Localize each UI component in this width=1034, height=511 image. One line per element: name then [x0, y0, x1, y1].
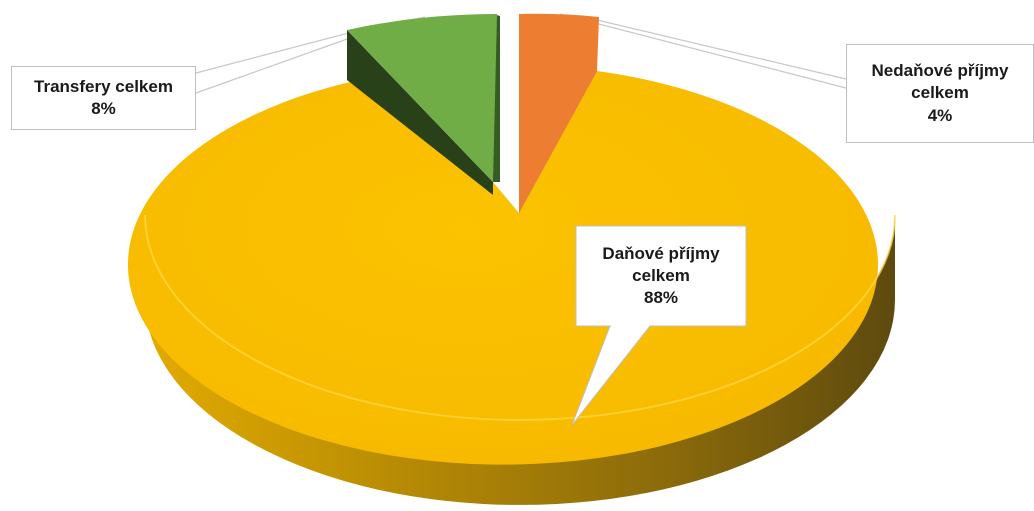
- data-label-nedanove: Nedaňové příjmy celkem 4%: [846, 44, 1034, 143]
- slice-nedanove: [519, 13, 599, 213]
- data-label-text-2: celkem: [632, 265, 690, 285]
- slice-danove: [127, 71, 878, 465]
- data-label-text: Nedaňové příjmy: [871, 61, 1009, 81]
- data-label-text: Transfery celkem: [34, 76, 173, 96]
- slice-side-transfery: [347, 30, 493, 195]
- data-label-percent: 4%: [927, 105, 953, 125]
- data-label-percent: 8%: [91, 99, 116, 118]
- callout-box-danove: [575, 225, 747, 327]
- slice-transfery: [347, 14, 497, 182]
- slice-danove-rim: [144, 214, 896, 421]
- leader-line-nedanove: [579, 15, 847, 80]
- data-label-percent: 88%: [643, 288, 679, 308]
- leader-line-transfery-2: [195, 37, 351, 94]
- data-label-transfery: Transfery celkem 8%: [11, 66, 196, 130]
- data-label-danove: Daňové příjmy celkem 88%: [576, 226, 746, 326]
- leader-line-nedanove-2: [559, 13, 847, 89]
- data-label-text-2: celkem: [911, 83, 969, 103]
- data-label-text: Daňové příjmy: [602, 243, 720, 263]
